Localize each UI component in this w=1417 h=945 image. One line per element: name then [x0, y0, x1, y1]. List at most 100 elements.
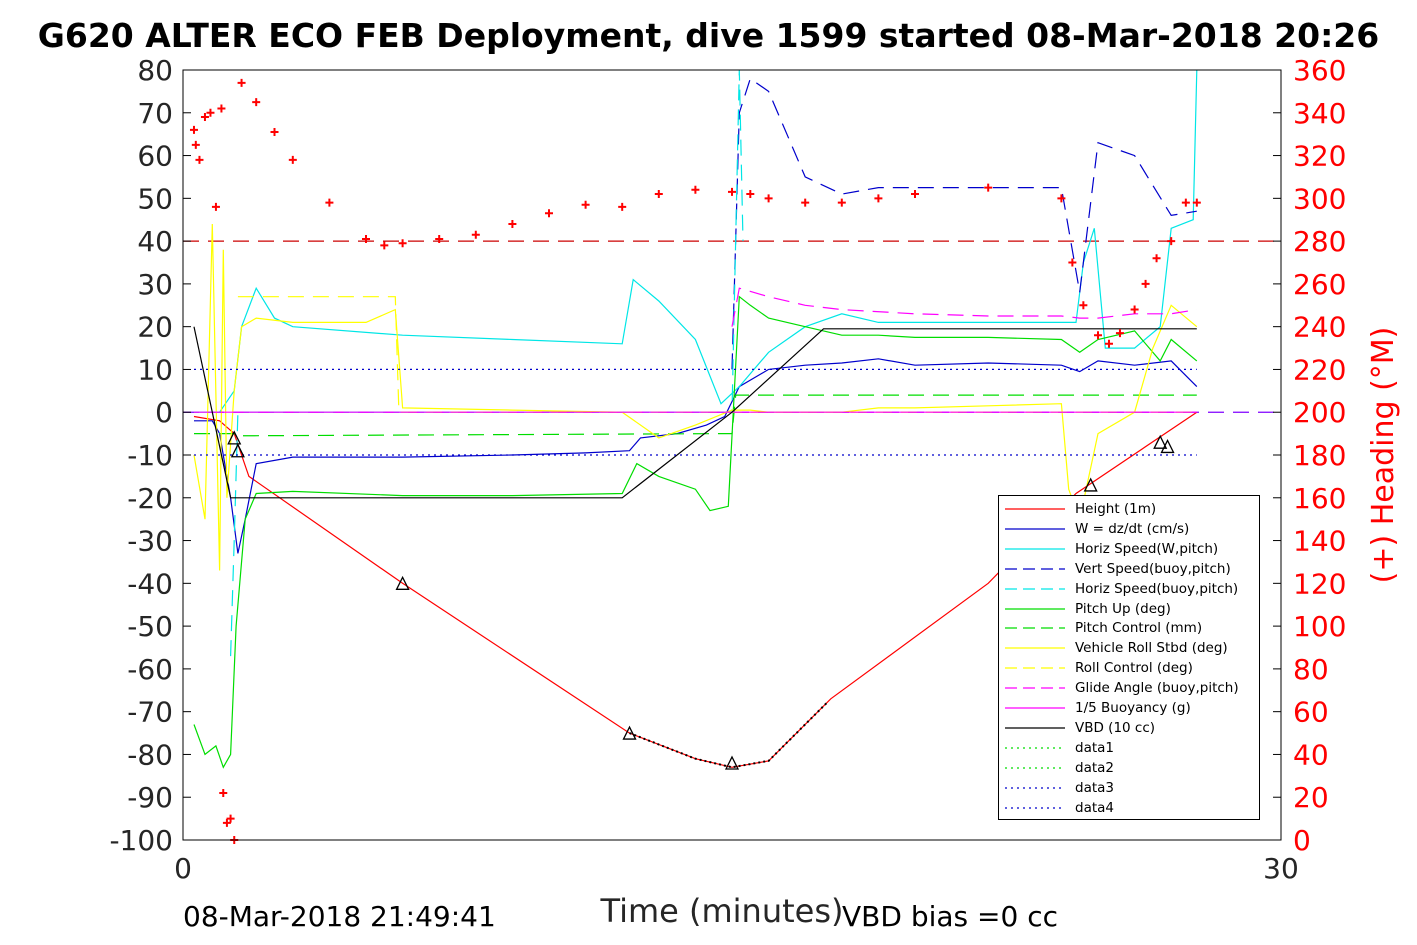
y2-tick-label: 60: [1293, 696, 1329, 729]
y2-axis-label: (+) Heading (°M): [1366, 327, 1401, 584]
legend-swatch: [1005, 707, 1065, 709]
heading-point: [837, 198, 846, 207]
heading-point: [191, 140, 200, 149]
heading-point: [471, 230, 480, 239]
legend-label: Vehicle Roll Stbd (deg): [1075, 640, 1228, 657]
y-tick-label: -100: [109, 824, 173, 857]
heading-point: [581, 200, 590, 209]
legend-swatch: [1005, 607, 1065, 610]
footer-vbd-bias: VBD bias =0 cc: [842, 900, 1058, 933]
heading-point: [288, 155, 297, 164]
series-line-11: [193, 326, 1197, 499]
heading-point: [237, 78, 246, 87]
y-tick-label: -10: [127, 439, 173, 472]
y-tick-label: -80: [127, 738, 173, 771]
y2-tick-label: 320: [1293, 140, 1346, 173]
heading-point: [362, 234, 370, 243]
legend-item: 1/5 Buoyancy (g): [999, 698, 1259, 718]
apogee-overlay: [629, 701, 828, 769]
heading-point: [226, 814, 235, 823]
heading-point: [618, 202, 627, 211]
heading-point: [325, 198, 334, 207]
heading-point: [1141, 279, 1150, 288]
y-tick-label: 50: [137, 182, 173, 215]
legend-label: VBD (10 cc): [1075, 719, 1156, 736]
heading-point: [1130, 305, 1139, 314]
heading-point: [222, 818, 231, 827]
heading-point: [1094, 331, 1102, 340]
y2-tick-label: 80: [1293, 653, 1329, 686]
legend-label: Horiz Speed(buoy,pitch): [1075, 580, 1239, 597]
heading-point: [691, 185, 700, 194]
series-line-3: [731, 77, 1197, 370]
y2-tick-label: 20: [1293, 781, 1329, 814]
series-line-1: [194, 358, 1198, 554]
heading-point: [1057, 194, 1066, 203]
y-tick-label: -70: [127, 696, 173, 729]
y-tick-label: 70: [137, 97, 173, 130]
y2-tick-label: 220: [1293, 353, 1346, 386]
legend-label: W = dz/dt (cm/s): [1075, 520, 1190, 537]
y2-tick-label: 300: [1293, 182, 1346, 215]
y2-tick-label: 140: [1293, 525, 1346, 558]
y-tick-label: 10: [137, 353, 173, 386]
heading-point: [398, 239, 407, 248]
triangle-marker: [227, 430, 242, 445]
y2-tick-label: 40: [1293, 738, 1329, 771]
legend-swatch: [1005, 687, 1065, 689]
legend-item: W = dz/dt (cm/s): [999, 519, 1259, 539]
y2-tick-label: 340: [1293, 97, 1346, 130]
legend-swatch: [1005, 667, 1065, 669]
heading-point: [1115, 329, 1124, 338]
triangle-marker: [1153, 434, 1168, 449]
heading-point: [200, 113, 209, 122]
heading-point: [1167, 237, 1176, 246]
legend-swatch: [1005, 786, 1065, 789]
series-line-6: [194, 394, 1197, 437]
legend-item: Pitch Up (deg): [999, 599, 1259, 619]
legend-item: data4: [999, 798, 1259, 818]
y2-tick-label: 180: [1293, 439, 1346, 472]
y-tick-label: 20: [137, 311, 173, 344]
chart-title: G620 ALTER ECO FEB Deployment, dive 1599…: [37, 16, 1380, 55]
legend-item: data2: [999, 758, 1259, 778]
y-tick-label: -40: [127, 567, 173, 600]
heading-point: [874, 194, 883, 203]
legend-label: Pitch Control (mm): [1075, 620, 1203, 637]
x-tick-label: 0: [174, 852, 192, 885]
legend-label: Horiz Speed(W,pitch): [1075, 540, 1219, 557]
y-tick-label: 40: [137, 225, 173, 258]
heading-point: [764, 194, 773, 203]
heading-point: [728, 187, 736, 196]
heading-point: [545, 209, 553, 218]
heading-point: [746, 190, 755, 199]
legend-item: data3: [999, 778, 1259, 798]
heading-point: [1192, 198, 1201, 207]
heading-point: [206, 108, 215, 117]
heading-point: [189, 125, 198, 134]
y2-tick-label: 200: [1293, 396, 1346, 429]
y-tick-label: -90: [127, 781, 173, 814]
legend-label: data4: [1075, 799, 1114, 816]
heading-point: [270, 128, 279, 137]
heading-point: [1079, 301, 1088, 310]
heading-point: [654, 190, 663, 199]
legend-item: Horiz Speed(buoy,pitch): [999, 579, 1259, 599]
legend-item: Height (1m): [999, 499, 1259, 519]
legend-swatch: [1005, 548, 1065, 550]
y-tick-label: -20: [127, 482, 173, 515]
legend-item: VBD (10 cc): [999, 718, 1259, 738]
legend-swatch: [1005, 627, 1065, 629]
legend-label: data3: [1075, 779, 1114, 796]
y-tick-label: 30: [137, 268, 173, 301]
series-line-8: [237, 296, 1197, 413]
heading-point: [1152, 254, 1161, 263]
y-tick-label: 0: [155, 396, 173, 429]
legend-swatch: [1005, 528, 1065, 530]
heading-point: [380, 241, 389, 250]
y2-tick-label: 120: [1293, 567, 1346, 600]
legend-label: data2: [1075, 759, 1114, 776]
x-tick-label: 30: [1263, 852, 1299, 885]
y-tick-label: -30: [127, 525, 173, 558]
legend-swatch: [1005, 806, 1065, 809]
